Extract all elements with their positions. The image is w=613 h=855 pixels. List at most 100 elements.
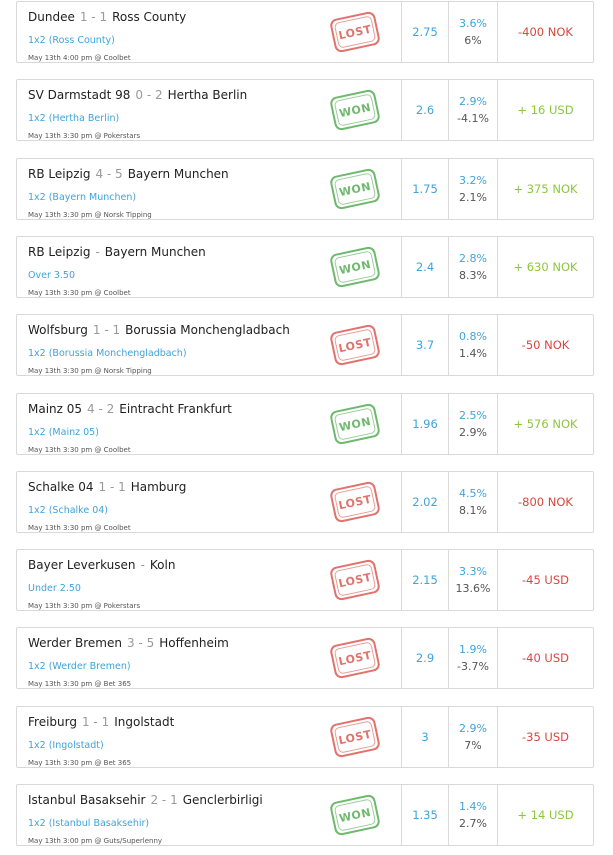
edge-value: 2.8% <box>459 251 487 265</box>
won-stamp: WON <box>328 793 382 837</box>
home-team: Mainz 05 <box>28 401 83 416</box>
bet-info-cell: Istanbul Basaksehir 2 - 1 Genclerbirligi 1… <box>17 785 402 845</box>
result-cell: + 14 USD <box>517 808 574 822</box>
match-line: Schalke 04 1 - 1 Hamburg <box>28 480 186 494</box>
home-team: Freiburg <box>28 714 77 729</box>
away-team: Borussia Monchengladbach <box>125 323 290 338</box>
edge-value: 3.3% <box>459 565 487 579</box>
odds-cell: 1.96 <box>402 393 449 454</box>
lost-stamp: LOST <box>328 715 382 759</box>
odds-cell: 2.4 <box>402 236 449 297</box>
edge-value: 1.4% <box>459 800 487 813</box>
percent-cell: 2.9% 7% <box>449 706 498 767</box>
bet-info-cell: RB Leipzig - Bayern Munchen Over 3.50 May … <box>17 236 402 297</box>
bet-meta: May 13th 3:30 pm @ Norsk Tipping <box>28 210 152 219</box>
roi-value: 1.4% <box>459 347 487 361</box>
percent-cell: 1.4% 2.7% <box>449 785 498 845</box>
edge-value: 2.9% <box>459 721 487 735</box>
match-line: Bayer Leverkusen - Koln <box>28 558 175 572</box>
away-team: Ross County <box>112 10 187 24</box>
away-team: Genclerbirligi <box>182 793 263 807</box>
home-team: RB Leipzig <box>28 166 91 181</box>
bet-market-link[interactable]: 1x2 (Mainz 05) <box>28 426 99 438</box>
match-score: 4 - 5 <box>95 166 123 181</box>
roi-value: 2.1% <box>459 190 487 204</box>
bet-market-link[interactable]: 1x2 (Bayern Munchen) <box>28 191 137 203</box>
bet-row[interactable]: Dundee 1 - 1 Ross County 1x2 (Ross County)… <box>16 1 594 63</box>
bet-info-cell: Dundee 1 - 1 Ross County 1x2 (Ross County)… <box>17 2 402 62</box>
percent-cell: 0.8% 1.4% <box>449 315 498 376</box>
bet-info-cell: Werder Bremen 3 - 5 Hoffenheim 1x2 (Werder… <box>17 628 402 689</box>
bet-meta: May 13th 3:30 pm @ Coolbet <box>28 288 131 297</box>
match-line: SV Darmstadt 98 0 - 2 Hertha Berlin <box>28 88 247 102</box>
bet-row[interactable]: Bayer Leverkusen - Koln Under 2.50 May 13t… <box>16 549 594 612</box>
match-line: Mainz 05 4 - 2 Eintracht Frankfurt <box>28 402 232 416</box>
percent-cell: 3.6% 6% <box>449 2 498 62</box>
bet-meta: May 13th 4:00 pm @ Coolbet <box>28 54 131 62</box>
match-score: 1 - 1 <box>79 10 108 24</box>
bet-row[interactable]: RB Leipzig 4 - 5 Bayern Munchen 1x2 (Bayer… <box>16 157 594 220</box>
result-cell: + 16 USD <box>517 103 574 118</box>
edge-value: 2.5% <box>459 408 487 422</box>
match-score: 3 - 5 <box>126 636 155 651</box>
bet-market-link[interactable]: Over 3.50 <box>28 269 76 281</box>
percent-cell: 2.8% 8.3% <box>449 236 498 297</box>
bet-meta: May 13th 3:30 pm @ Bet 365 <box>28 758 132 767</box>
lost-stamp: LOST <box>328 636 382 680</box>
percent-cell: 2.5% 2.9% <box>449 393 498 454</box>
bet-row[interactable]: Werder Bremen 3 - 5 Hoffenheim 1x2 (Werder… <box>16 627 594 690</box>
bet-meta: May 13th 3:30 pm @ Coolbet <box>28 445 131 454</box>
bet-info-cell: SV Darmstadt 98 0 - 2 Hertha Berlin 1x2 (H… <box>17 80 402 141</box>
lost-stamp: LOST <box>328 10 382 54</box>
away-team: Koln <box>149 558 176 573</box>
percent-cell: 3.3% 13.6% <box>449 550 498 611</box>
result-cell: + 375 NOK <box>513 181 578 196</box>
bet-meta: May 13th 3:30 pm @ Pokerstars <box>28 602 141 611</box>
bet-row[interactable]: Schalke 04 1 - 1 Hamburg 1x2 (Schalke 04) … <box>16 470 594 533</box>
odds-cell: 2.15 <box>402 550 449 611</box>
away-team: Bayern Munchen <box>127 166 229 181</box>
match-line: Werder Bremen 3 - 5 Hoffenheim <box>28 636 229 650</box>
bet-market-link[interactable]: 1x2 (Borussia Monchengladbach) <box>28 348 187 360</box>
bet-market-link[interactable]: 1x2 (Ingolstadt) <box>28 739 104 751</box>
home-team: SV Darmstadt 98 <box>28 88 131 103</box>
result-cell: -800 NOK <box>518 494 573 509</box>
bet-market-link[interactable]: 1x2 (Werder Bremen) <box>28 661 131 673</box>
won-stamp: WON <box>328 88 382 132</box>
home-team: Dundee <box>28 10 75 24</box>
bet-market-link[interactable]: 1x2 (Schalke 04) <box>28 504 108 516</box>
won-stamp: WON <box>328 245 382 289</box>
home-team: Wolfsburg <box>28 323 88 338</box>
odds-cell: 2.9 <box>402 628 449 689</box>
match-line: Freiburg 1 - 1 Ingolstadt <box>28 715 174 729</box>
bet-row[interactable]: SV Darmstadt 98 0 - 2 Hertha Berlin 1x2 (H… <box>16 79 594 142</box>
bet-row[interactable]: Wolfsburg 1 - 1 Borussia Monchengladbach 1… <box>16 314 594 377</box>
match-score: - <box>140 558 145 573</box>
won-stamp: WON <box>328 167 382 211</box>
home-team: RB Leipzig <box>28 244 91 259</box>
result-cell: -400 NOK <box>518 25 573 39</box>
edge-value: 1.9% <box>459 643 487 657</box>
bet-row[interactable]: Freiburg 1 - 1 Ingolstadt 1x2 (Ingolstadt)… <box>16 705 594 768</box>
bet-row[interactable]: RB Leipzig - Bayern Munchen Over 3.50 May … <box>16 235 594 298</box>
edge-value: 4.5% <box>459 486 487 500</box>
bet-market-link[interactable]: 1x2 (Ross County) <box>28 35 115 46</box>
bet-info-cell: Mainz 05 4 - 2 Eintracht Frankfurt 1x2 (Ma… <box>17 393 402 454</box>
bet-meta: May 13th 3:30 pm @ Pokerstars <box>28 132 141 141</box>
bet-info-cell: RB Leipzig 4 - 5 Bayern Munchen 1x2 (Bayer… <box>17 158 402 219</box>
lost-stamp: LOST <box>328 558 382 602</box>
bet-market-link[interactable]: Under 2.50 <box>28 583 81 595</box>
bet-row[interactable]: Mainz 05 4 - 2 Eintracht Frankfurt 1x2 (Ma… <box>16 392 594 455</box>
bet-market-link[interactable]: 1x2 (Istanbul Basaksehir) <box>28 818 150 829</box>
match-line: Wolfsburg 1 - 1 Borussia Monchengladbach <box>28 323 290 337</box>
bet-market-link[interactable]: 1x2 (Hertha Berlin) <box>28 113 120 125</box>
edge-value: 0.8% <box>459 330 487 344</box>
bet-row[interactable]: Istanbul Basaksehir 2 - 1 Genclerbirligi 1… <box>16 784 594 846</box>
percent-cell: 1.9% -3.7% <box>449 628 498 689</box>
edge-value: 3.2% <box>459 173 487 187</box>
roi-value: 2.9% <box>459 425 487 439</box>
odds-cell: 2.6 <box>402 80 449 141</box>
roi-value: 2.7% <box>459 817 487 830</box>
match-score: - <box>95 244 100 259</box>
bet-info-cell: Schalke 04 1 - 1 Hamburg 1x2 (Schalke 04) … <box>17 471 402 532</box>
